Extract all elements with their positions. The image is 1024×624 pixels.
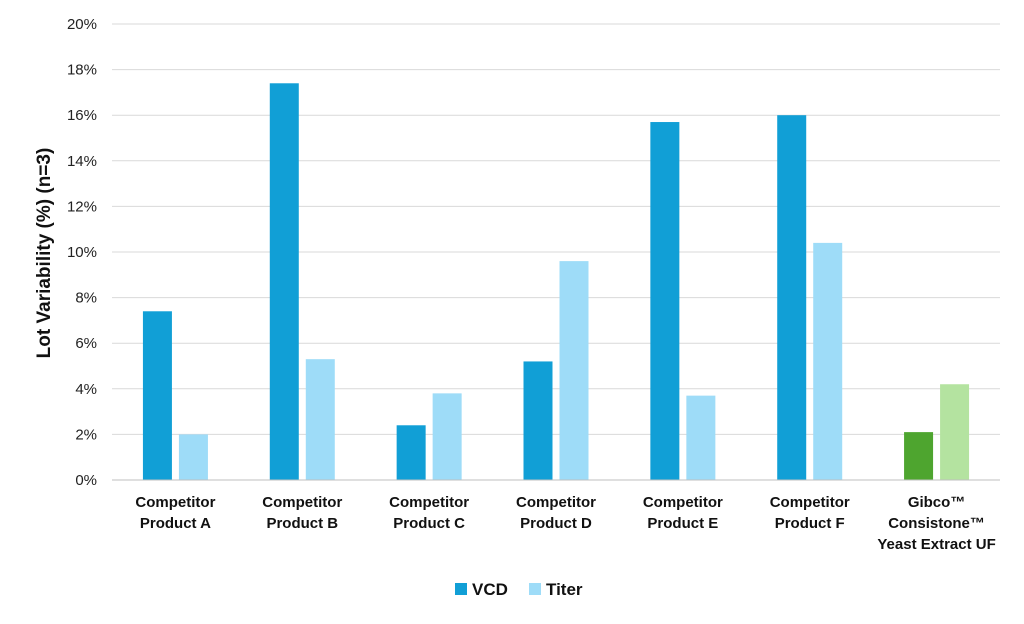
bar-vcd [396, 425, 426, 480]
category-label: Competitor Product D [516, 494, 596, 532]
y-tick-label: 4% [75, 381, 97, 398]
category-label: Competitor Product B [262, 494, 342, 532]
bar-vcd [904, 432, 934, 480]
gridlines [112, 23, 1000, 435]
bars [142, 83, 970, 480]
y-axis-title: Lot Variability (%) (n=3) [34, 148, 55, 359]
y-tick-label: 20% [67, 16, 97, 33]
category-label: Gibco™ Consistone™ Yeast Extract UF [877, 494, 995, 553]
y-axis-ticks: 0% 2% 4% 6% 8% 10% 12% 14% 16% 18% 20% [67, 16, 97, 489]
bar-vcd [523, 361, 553, 480]
legend-label: VCD [472, 580, 508, 599]
y-tick-label: 18% [67, 62, 97, 79]
bar-titer [686, 395, 716, 480]
bar-titer [305, 359, 335, 480]
y-tick-label: 10% [67, 244, 97, 261]
category-label: Competitor Product A [135, 494, 215, 532]
bar-vcd [142, 311, 172, 480]
y-tick-label: 12% [67, 198, 97, 215]
bar-titer [813, 242, 843, 480]
category-label: Competitor Product C [389, 494, 469, 532]
y-tick-label: 2% [75, 426, 97, 443]
y-tick-label: 6% [75, 335, 97, 352]
bar-vcd [777, 115, 807, 480]
legend-swatch [455, 583, 467, 595]
legend-item-vcd: VCD [455, 580, 508, 599]
legend-item-titer: Titer [529, 580, 583, 599]
legend-swatch [529, 583, 541, 595]
y-tick-label: 0% [75, 472, 97, 489]
y-tick-label: 14% [67, 153, 97, 170]
category-label: Competitor Product F [770, 494, 850, 532]
bar-titer [559, 261, 589, 480]
bar-vcd [269, 83, 299, 480]
category-labels: Competitor Product A Competitor Product B Co… [135, 494, 995, 553]
bar-titer [940, 384, 970, 480]
bar-vcd [650, 122, 680, 480]
y-tick-label: 16% [67, 107, 97, 124]
category-label: Competitor Product E [643, 494, 723, 532]
y-tick-label: 8% [75, 290, 97, 307]
legend: VCD Titer [455, 580, 583, 599]
legend-label: Titer [546, 580, 583, 599]
bar-titer [432, 393, 462, 480]
bar-titer [178, 434, 208, 480]
